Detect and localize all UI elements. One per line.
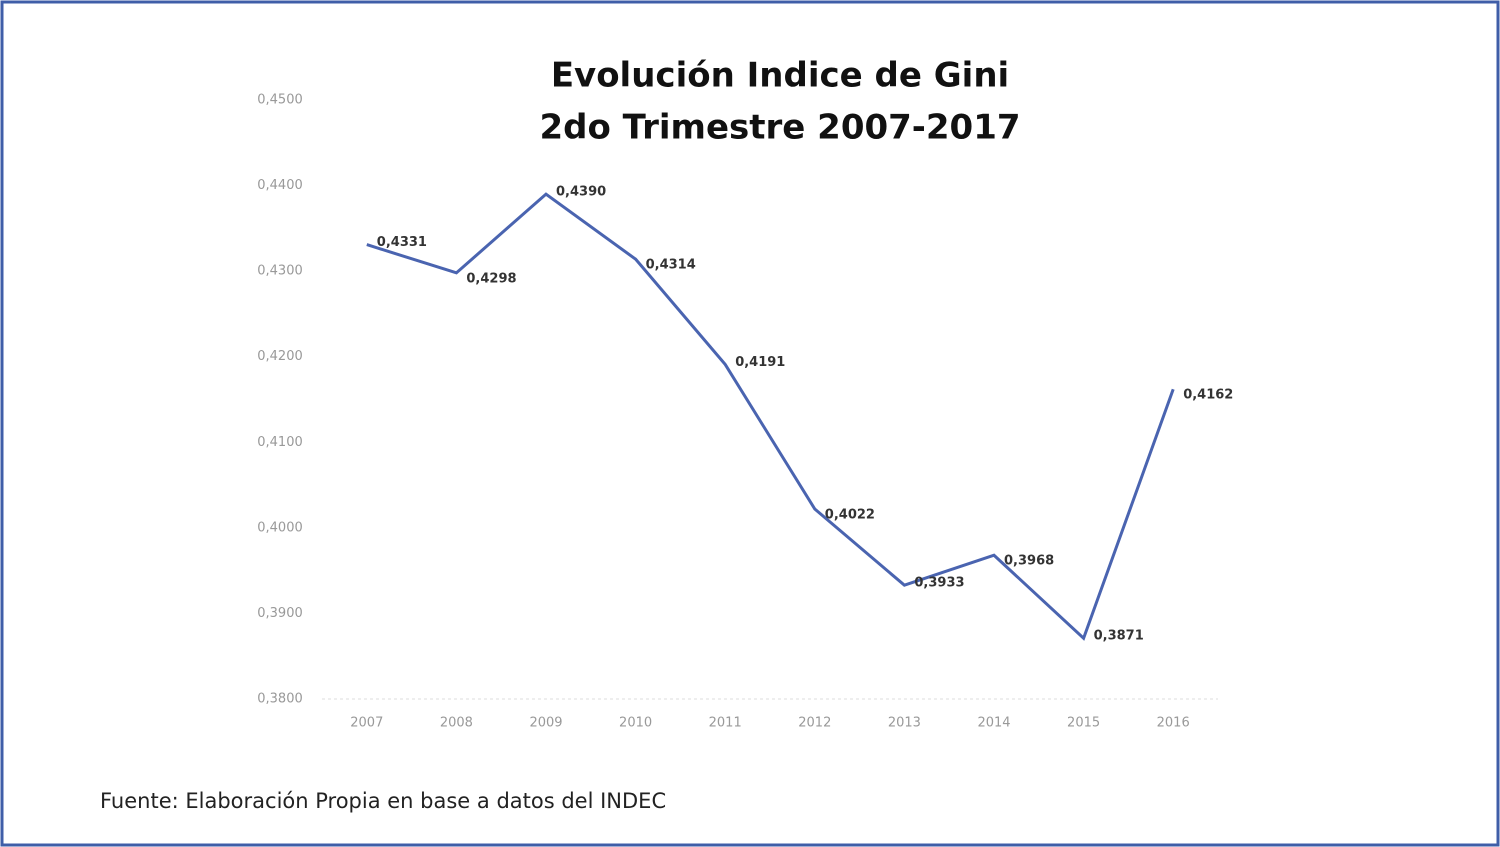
data-label: 0,4331 xyxy=(377,235,427,250)
x-tick-label: 2016 xyxy=(1157,716,1190,731)
chart-subtitle: 2do Trimestre 2007-2017 xyxy=(539,108,1020,148)
x-tick-label: 2013 xyxy=(888,716,921,731)
data-label: 0,4022 xyxy=(825,508,875,523)
source-note: Fuente: Elaboración Propia en base a dat… xyxy=(100,789,666,813)
x-tick-label: 2011 xyxy=(709,716,742,731)
x-tick-label: 2010 xyxy=(619,716,652,731)
chart-title: Evolución Indice de Gini xyxy=(551,56,1009,96)
data-label: 0,3968 xyxy=(1004,554,1054,569)
x-tick-label: 2012 xyxy=(798,716,831,731)
x-tick-label: 2008 xyxy=(440,716,473,731)
x-tick-label: 2014 xyxy=(977,716,1010,731)
y-tick-label: 0,4000 xyxy=(257,520,303,535)
x-tick-label: 2009 xyxy=(529,716,562,731)
data-label: 0,4191 xyxy=(735,355,785,370)
line xyxy=(366,192,1175,641)
data-label: 0,4162 xyxy=(1183,388,1233,403)
y-tick-label: 0,4500 xyxy=(257,93,303,108)
y-tick-label: 0,4200 xyxy=(257,349,303,364)
data-label: 0,4390 xyxy=(556,185,606,200)
x-tick-label: 2007 xyxy=(350,716,383,731)
y-tick-label: 0,4300 xyxy=(257,264,303,279)
data-label: 0,3871 xyxy=(1094,629,1144,644)
data-label: 0,3933 xyxy=(914,576,964,591)
y-tick-label: 0,3800 xyxy=(257,692,303,707)
y-tick-label: 0,4400 xyxy=(257,178,303,193)
x-tick-label: 2015 xyxy=(1067,716,1100,731)
data-label: 0,4314 xyxy=(646,258,696,273)
data-label: 0,4298 xyxy=(466,271,516,286)
y-tick-label: 0,4100 xyxy=(257,435,303,450)
y-tick-label: 0,3900 xyxy=(257,606,303,621)
